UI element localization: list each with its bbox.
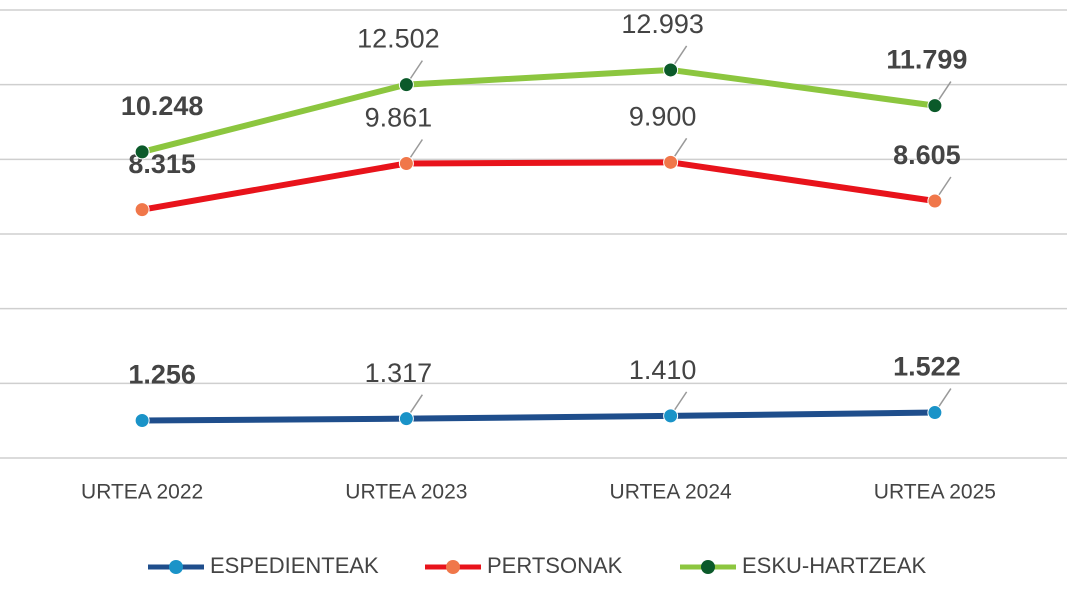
point <box>663 154 679 170</box>
legend-marker <box>169 560 183 574</box>
x-tick-label: URTEA 2025 <box>874 481 996 504</box>
point <box>663 62 679 78</box>
data-label: 8.605 <box>893 140 961 170</box>
point <box>927 405 943 421</box>
data-label: 1.317 <box>365 358 433 388</box>
data-label: 1.522 <box>893 352 961 382</box>
point <box>927 98 943 114</box>
point <box>398 155 414 171</box>
data-label: 12.502 <box>357 24 440 54</box>
x-tick-label: URTEA 2022 <box>81 481 203 504</box>
series-line <box>141 66 936 155</box>
point <box>663 408 679 424</box>
point <box>398 77 414 93</box>
data-label: 12.993 <box>621 9 704 39</box>
legend-marker <box>446 560 460 574</box>
point <box>927 193 943 209</box>
data-label: 1.256 <box>128 360 196 390</box>
point <box>134 144 150 160</box>
data-label: 9.861 <box>365 103 433 133</box>
x-tick-label: URTEA 2023 <box>345 481 467 504</box>
legend-label: ESPEDIENTEAK <box>210 553 379 578</box>
data-label: 1.410 <box>629 355 697 385</box>
data-label: 11.799 <box>886 45 967 75</box>
x-tick-label: URTEA 2024 <box>610 481 733 504</box>
point <box>398 411 414 427</box>
legend-marker <box>701 560 715 574</box>
data-label: 10.248 <box>121 91 204 121</box>
series-line <box>142 409 935 424</box>
data-label: 9.900 <box>629 101 697 131</box>
legend-label: PERTSONAK <box>487 553 623 578</box>
legend-label: ESKU-HARTZEAK <box>742 553 927 578</box>
series-line <box>141 159 936 213</box>
point <box>134 412 150 428</box>
point <box>134 202 150 218</box>
